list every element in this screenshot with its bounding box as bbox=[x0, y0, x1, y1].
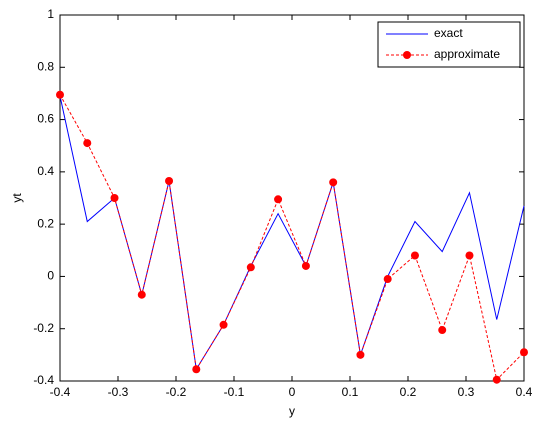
marker bbox=[137, 290, 146, 299]
line bbox=[59, 94, 525, 381]
marker bbox=[492, 375, 501, 384]
x-tick-label: 0.4 bbox=[516, 385, 533, 399]
marker bbox=[410, 251, 419, 260]
marker bbox=[274, 195, 283, 204]
y-tick-label: 0.8 bbox=[37, 59, 54, 73]
marker bbox=[383, 275, 392, 284]
y-tick-label: -0.4 bbox=[33, 373, 54, 387]
x-tick-label: -0.1 bbox=[224, 385, 245, 399]
x-tick-label: 0.3 bbox=[458, 385, 475, 399]
x-tick-label: 0.1 bbox=[342, 385, 359, 399]
marker bbox=[83, 139, 92, 148]
legend-box bbox=[377, 21, 521, 68]
legend-marker bbox=[403, 51, 411, 59]
y-tick-label: 0.6 bbox=[37, 112, 54, 126]
marker bbox=[246, 263, 255, 272]
x-tick-label: -0.2 bbox=[166, 385, 187, 399]
marker bbox=[329, 178, 338, 187]
marker bbox=[56, 90, 64, 99]
marker bbox=[465, 251, 474, 260]
x-tick-label: 0 bbox=[289, 385, 296, 399]
marker bbox=[438, 326, 447, 335]
marker bbox=[219, 320, 228, 329]
marker bbox=[192, 365, 201, 374]
y-tick-label: 0 bbox=[47, 269, 54, 283]
y-axis-label: yt bbox=[10, 193, 24, 203]
marker bbox=[356, 350, 365, 359]
x-tick-label: -0.3 bbox=[108, 385, 129, 399]
x-axis-label: y bbox=[289, 404, 295, 418]
y-tick-label: -0.2 bbox=[33, 321, 54, 335]
y-tick-label: 0.4 bbox=[37, 164, 54, 178]
y-tick-label: 1 bbox=[47, 7, 54, 21]
marker bbox=[165, 177, 174, 186]
plot-area bbox=[59, 14, 525, 382]
legend-label: approximate bbox=[434, 47, 500, 61]
marker bbox=[301, 261, 310, 270]
legend-label: exact bbox=[434, 26, 463, 40]
marker bbox=[520, 348, 528, 357]
x-tick-label: 0.2 bbox=[400, 385, 417, 399]
x-tick-label: -0.4 bbox=[50, 385, 71, 399]
y-tick-label: 0.2 bbox=[37, 216, 54, 230]
marker bbox=[110, 194, 119, 202]
